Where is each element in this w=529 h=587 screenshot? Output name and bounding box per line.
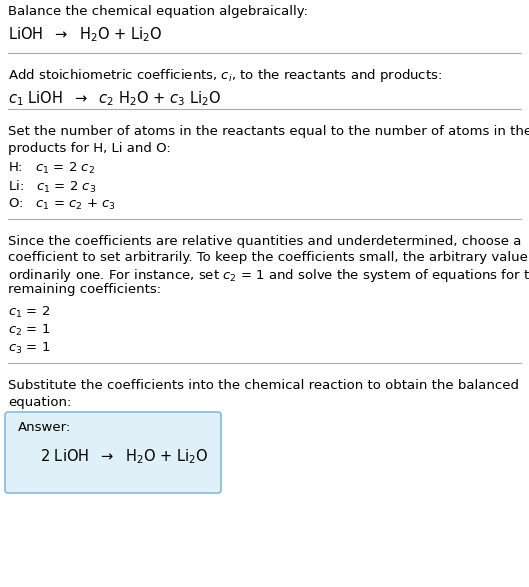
- Text: $c_3$ = 1: $c_3$ = 1: [8, 341, 50, 356]
- Text: ordinarily one. For instance, set $c_2$ = 1 and solve the system of equations fo: ordinarily one. For instance, set $c_2$ …: [8, 267, 529, 284]
- Text: O:   $c_1$ = $c_2$ + $c_3$: O: $c_1$ = $c_2$ + $c_3$: [8, 197, 116, 212]
- Text: Answer:: Answer:: [18, 421, 71, 434]
- Text: 2 LiOH  $\rightarrow$  H$_2$O + Li$_2$O: 2 LiOH $\rightarrow$ H$_2$O + Li$_2$O: [40, 447, 208, 465]
- FancyBboxPatch shape: [5, 412, 221, 493]
- Text: Set the number of atoms in the reactants equal to the number of atoms in the
pro: Set the number of atoms in the reactants…: [8, 125, 529, 155]
- Text: $c_1$ LiOH  $\rightarrow$  $c_2$ H$_2$O + $c_3$ Li$_2$O: $c_1$ LiOH $\rightarrow$ $c_2$ H$_2$O + …: [8, 89, 222, 107]
- Text: Substitute the coefficients into the chemical reaction to obtain the balanced
eq: Substitute the coefficients into the che…: [8, 379, 519, 409]
- Text: Balance the chemical equation algebraically:: Balance the chemical equation algebraica…: [8, 5, 308, 18]
- Text: Li:   $c_1$ = 2 $c_3$: Li: $c_1$ = 2 $c_3$: [8, 179, 96, 195]
- Text: $c_2$ = 1: $c_2$ = 1: [8, 323, 50, 338]
- Text: Since the coefficients are relative quantities and underdetermined, choose a: Since the coefficients are relative quan…: [8, 235, 522, 248]
- Text: coefficient to set arbitrarily. To keep the coefficients small, the arbitrary va: coefficient to set arbitrarily. To keep …: [8, 251, 529, 264]
- Text: remaining coefficients:: remaining coefficients:: [8, 283, 161, 296]
- Text: LiOH  $\rightarrow$  H$_2$O + Li$_2$O: LiOH $\rightarrow$ H$_2$O + Li$_2$O: [8, 25, 162, 43]
- Text: $c_1$ = 2: $c_1$ = 2: [8, 305, 50, 320]
- Text: H:   $c_1$ = 2 $c_2$: H: $c_1$ = 2 $c_2$: [8, 161, 95, 176]
- Text: Add stoichiometric coefficients, $c_i$, to the reactants and products:: Add stoichiometric coefficients, $c_i$, …: [8, 67, 442, 84]
